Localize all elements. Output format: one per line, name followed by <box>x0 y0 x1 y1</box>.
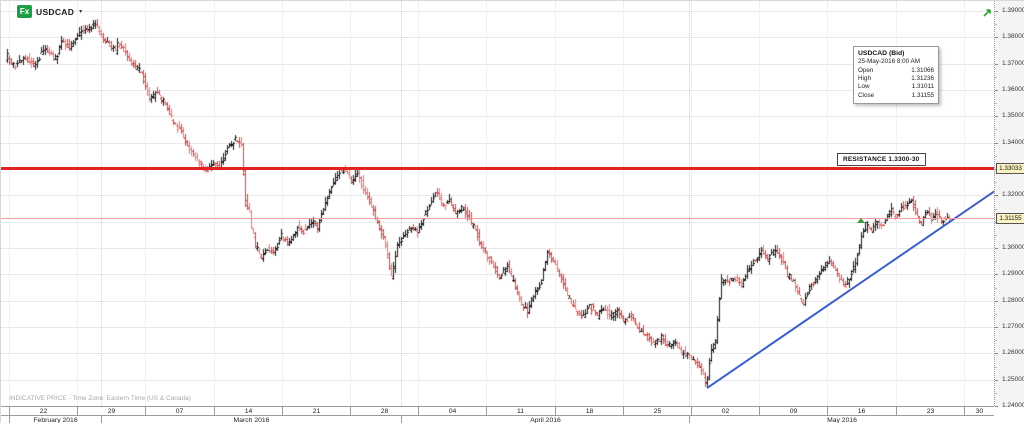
date-tick-cell: 04 <box>418 407 486 415</box>
indicative-price-note: INDICATIVE PRICE - Time Zone: Eastern Ti… <box>9 395 191 402</box>
y-axis-minor-tick <box>995 314 997 315</box>
y-axis-tick <box>995 195 998 196</box>
month-cell: February 2016 <box>9 416 101 423</box>
resistance-price-box: 1.33033 <box>996 163 1024 174</box>
jump-to-latest-icon[interactable] <box>982 7 993 18</box>
date-tick-cell: 16 <box>827 407 895 415</box>
y-axis-minor-tick <box>995 129 997 130</box>
tooltip-row-label: High <box>858 75 871 83</box>
y-axis-minor-tick <box>995 182 997 183</box>
date-tick-cell: 22 <box>9 407 77 415</box>
tooltip-row: Close 1.31155 <box>858 92 934 100</box>
y-axis-tick <box>995 90 998 91</box>
price-axis[interactable]: 1.39000 1.38000 1.37000 1.36000 1.35000 1.340… <box>994 1 1024 409</box>
y-axis-label: 1.32000 <box>1002 191 1024 198</box>
resistance-line[interactable] <box>1 167 994 170</box>
ohlc-bars-canvas[interactable] <box>1 1 994 406</box>
time-axis[interactable]: 22 29 07 14 21 28 04 11 18 25 02 09 16 23 30 February … <box>1 407 994 423</box>
y-axis-tick <box>995 143 998 144</box>
y-axis-minor-tick <box>995 288 997 289</box>
y-axis-minor-tick <box>995 103 997 104</box>
y-axis-label: 1.35000 <box>1002 112 1024 119</box>
date-tick-cell: 30 <box>964 407 994 415</box>
y-axis-tick <box>995 64 998 65</box>
y-axis-minor-tick <box>995 209 997 210</box>
symbol-header[interactable]: Fx USDCAD ▾ <box>17 5 82 18</box>
date-tick-cell: 02 <box>691 407 759 415</box>
tooltip-row: Low 1.31011 <box>858 83 934 91</box>
y-axis-label: 1.39000 <box>1002 7 1024 14</box>
current-price-line <box>1 218 994 219</box>
tooltip-row: High 1.31236 <box>858 75 934 83</box>
y-axis-label: 1.28000 <box>1002 297 1024 304</box>
y-axis-label: 1.29000 <box>1002 270 1024 277</box>
y-axis-tick <box>995 116 998 117</box>
y-axis-tick <box>995 406 998 407</box>
tooltip-rows: Open 1.31066 High 1.31236 Low 1.31011 Close 1.3… <box>858 67 934 100</box>
y-axis-label: 1.37000 <box>1002 60 1024 67</box>
y-axis-tick <box>995 37 998 38</box>
y-axis-label: 1.38000 <box>1002 33 1024 40</box>
y-axis-label: 1.24000 <box>1002 402 1024 409</box>
y-axis-tick <box>995 274 998 275</box>
date-tick-cell: 29 <box>77 407 145 415</box>
y-axis-tick <box>995 327 998 328</box>
tooltip-row-value: 1.31155 <box>911 91 934 99</box>
date-tick-cell: 14 <box>214 407 282 415</box>
y-axis-label: 1.30000 <box>1002 244 1024 251</box>
date-tick-row: 22 29 07 14 21 28 04 11 18 25 02 09 16 23 30 <box>1 407 994 416</box>
y-axis-minor-tick <box>995 340 997 341</box>
resistance-label[interactable]: RESISTANCE 1.3300-30 <box>837 153 926 166</box>
y-axis-minor-tick <box>995 156 997 157</box>
buy-marker-icon <box>857 218 865 223</box>
current-price-box: 1.31155 <box>996 213 1024 224</box>
month-cell: March 2016 <box>101 416 401 423</box>
date-tick-cell: 23 <box>896 407 964 415</box>
y-axis-tick <box>995 380 998 381</box>
y-axis-tick <box>995 248 998 249</box>
y-axis-minor-tick <box>995 367 997 368</box>
y-axis-minor-tick <box>995 50 997 51</box>
fx-badge-icon: Fx <box>17 5 32 18</box>
y-axis-label: 1.25000 <box>1002 376 1024 383</box>
date-tick-cell: 25 <box>623 407 691 415</box>
date-tick-cell: 18 <box>555 407 623 415</box>
y-axis-minor-tick <box>995 393 997 394</box>
tooltip-row-value: 1.31236 <box>911 75 934 83</box>
month-row: February 2016 March 2016 April 2016 May 201… <box>1 416 994 423</box>
month-cell: April 2016 <box>401 416 689 423</box>
price-plot-area[interactable]: RESISTANCE 1.3300-30 Fx USDCAD ▾ USDCAD … <box>1 1 994 407</box>
y-axis-tick <box>995 11 998 12</box>
date-tick-cell: 11 <box>486 407 554 415</box>
y-axis-minor-tick <box>995 24 997 25</box>
y-axis-minor-tick <box>995 261 997 262</box>
tooltip-row: Open 1.31066 <box>858 67 934 75</box>
symbol-label: USDCAD <box>36 6 75 17</box>
tooltip-title: USDCAD (Bid) <box>858 50 905 57</box>
y-axis-minor-tick <box>995 235 997 236</box>
tooltip-row-label: Close <box>858 91 875 99</box>
date-tick-cell: 28 <box>350 407 418 415</box>
y-axis-tick <box>995 301 998 302</box>
y-axis-label: 1.27000 <box>1002 323 1024 330</box>
y-axis-label: 1.34000 <box>1002 139 1024 146</box>
tooltip-row-label: Low <box>858 83 870 91</box>
chevron-down-icon[interactable]: ▾ <box>79 9 83 15</box>
date-tick-cell: 09 <box>759 407 827 415</box>
tooltip-datetime: 25-May-2016 8:00 AM <box>858 58 920 65</box>
tooltip-row-value: 1.31066 <box>911 67 934 74</box>
tooltip-row-label: Open <box>858 67 874 74</box>
month-cell: May 2016 <box>689 416 994 423</box>
y-axis-tick <box>995 353 998 354</box>
ohlc-tooltip: USDCAD (Bid) 25-May-2016 8:00 AM Open 1.3… <box>853 46 939 104</box>
date-tick-cell: 07 <box>145 407 213 415</box>
y-axis-label: 1.36000 <box>1002 86 1024 93</box>
date-tick-cell: 21 <box>282 407 350 415</box>
tooltip-row-value: 1.31011 <box>911 83 934 91</box>
y-axis-label: 1.26000 <box>1002 349 1024 356</box>
y-axis-minor-tick <box>995 77 997 78</box>
